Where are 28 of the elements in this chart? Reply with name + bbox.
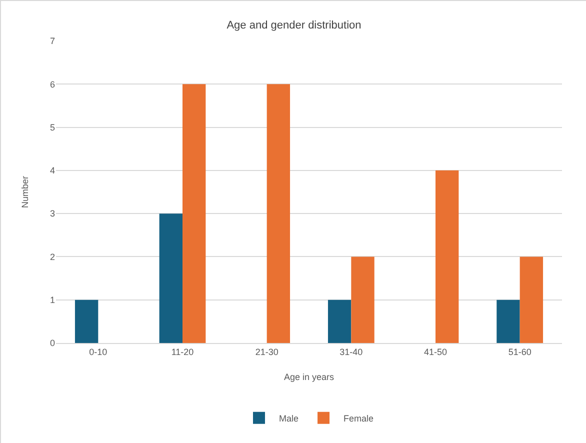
y-tick-label: 2	[50, 252, 55, 262]
x-tick-label: 31-40	[340, 346, 363, 357]
x-tick-label: 11-20	[171, 346, 194, 357]
bar	[328, 300, 352, 343]
bar	[182, 84, 206, 343]
bar	[159, 214, 182, 343]
y-tick-label: 5	[50, 122, 55, 132]
bar	[74, 300, 98, 343]
x-tick-label: 0-10	[89, 346, 108, 357]
y-tick-label: 0	[50, 338, 55, 348]
legend-label: Male	[279, 413, 299, 424]
bar	[520, 256, 544, 343]
x-tick-label: 41-50	[424, 346, 448, 357]
x-axis-title: Age in years	[284, 372, 335, 382]
y-tick-label: 7	[50, 36, 55, 46]
y-tick-label: 4	[50, 166, 55, 176]
x-tick-label: 51-60	[508, 346, 532, 357]
y-tick-label: 1	[50, 295, 55, 306]
y-tick-label: 6	[50, 79, 55, 90]
bar	[496, 300, 520, 343]
y-tick-label: 3	[50, 208, 55, 219]
x-tick-label: 21-30	[255, 346, 278, 357]
bar	[266, 84, 290, 343]
bar	[436, 170, 459, 343]
legend-label: Female	[344, 413, 374, 424]
bar	[351, 256, 374, 343]
chart-title: Age and gender distribution	[226, 20, 362, 32]
y-axis-title: Number	[20, 176, 30, 208]
